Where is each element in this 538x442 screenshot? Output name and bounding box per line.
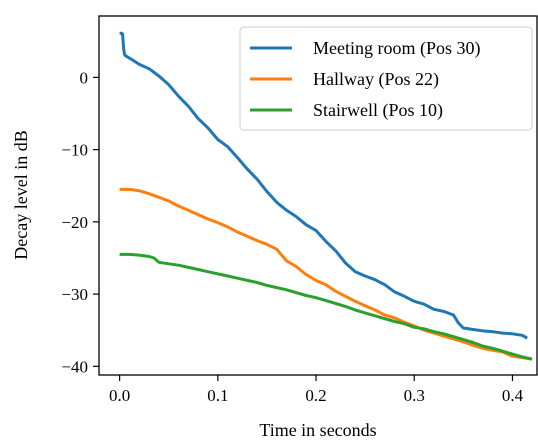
legend-label-hallway: Hallway (Pos 22) (313, 69, 439, 90)
y-axis-label: Decay level in dB (11, 130, 31, 259)
series-line-stairwell (119, 252, 533, 361)
y-tick-label: −30 (61, 285, 88, 304)
x-tick-label: 0.2 (305, 386, 326, 405)
legend: Meeting room (Pos 30) Hallway (Pos 22) S… (239, 26, 533, 131)
y-tick-label: −40 (61, 357, 88, 376)
plot-lines (119, 31, 533, 361)
x-axis-ticks: 0.0 0.1 0.2 0.3 0.4 (109, 375, 524, 405)
y-axis-ticks: 0 −10 −20 −30 −40 (61, 68, 99, 376)
y-tick-label: −10 (61, 141, 88, 160)
x-axis-label: Time in seconds (259, 420, 376, 440)
x-tick-label: 0.4 (502, 386, 524, 405)
series-line-hallway (119, 187, 533, 361)
y-tick-label: −20 (61, 213, 88, 232)
axes-frame (98, 15, 538, 376)
x-tick-label: 0.0 (109, 386, 130, 405)
legend-label-meeting-room: Meeting room (Pos 30) (313, 38, 480, 59)
y-tick-label: 0 (80, 68, 89, 87)
x-tick-label: 0.1 (207, 386, 228, 405)
legend-label-stairwell: Stairwell (Pos 10) (313, 100, 443, 121)
series-line-meeting-room (119, 31, 528, 340)
legend-frame (239, 26, 533, 131)
x-tick-label: 0.3 (404, 386, 425, 405)
